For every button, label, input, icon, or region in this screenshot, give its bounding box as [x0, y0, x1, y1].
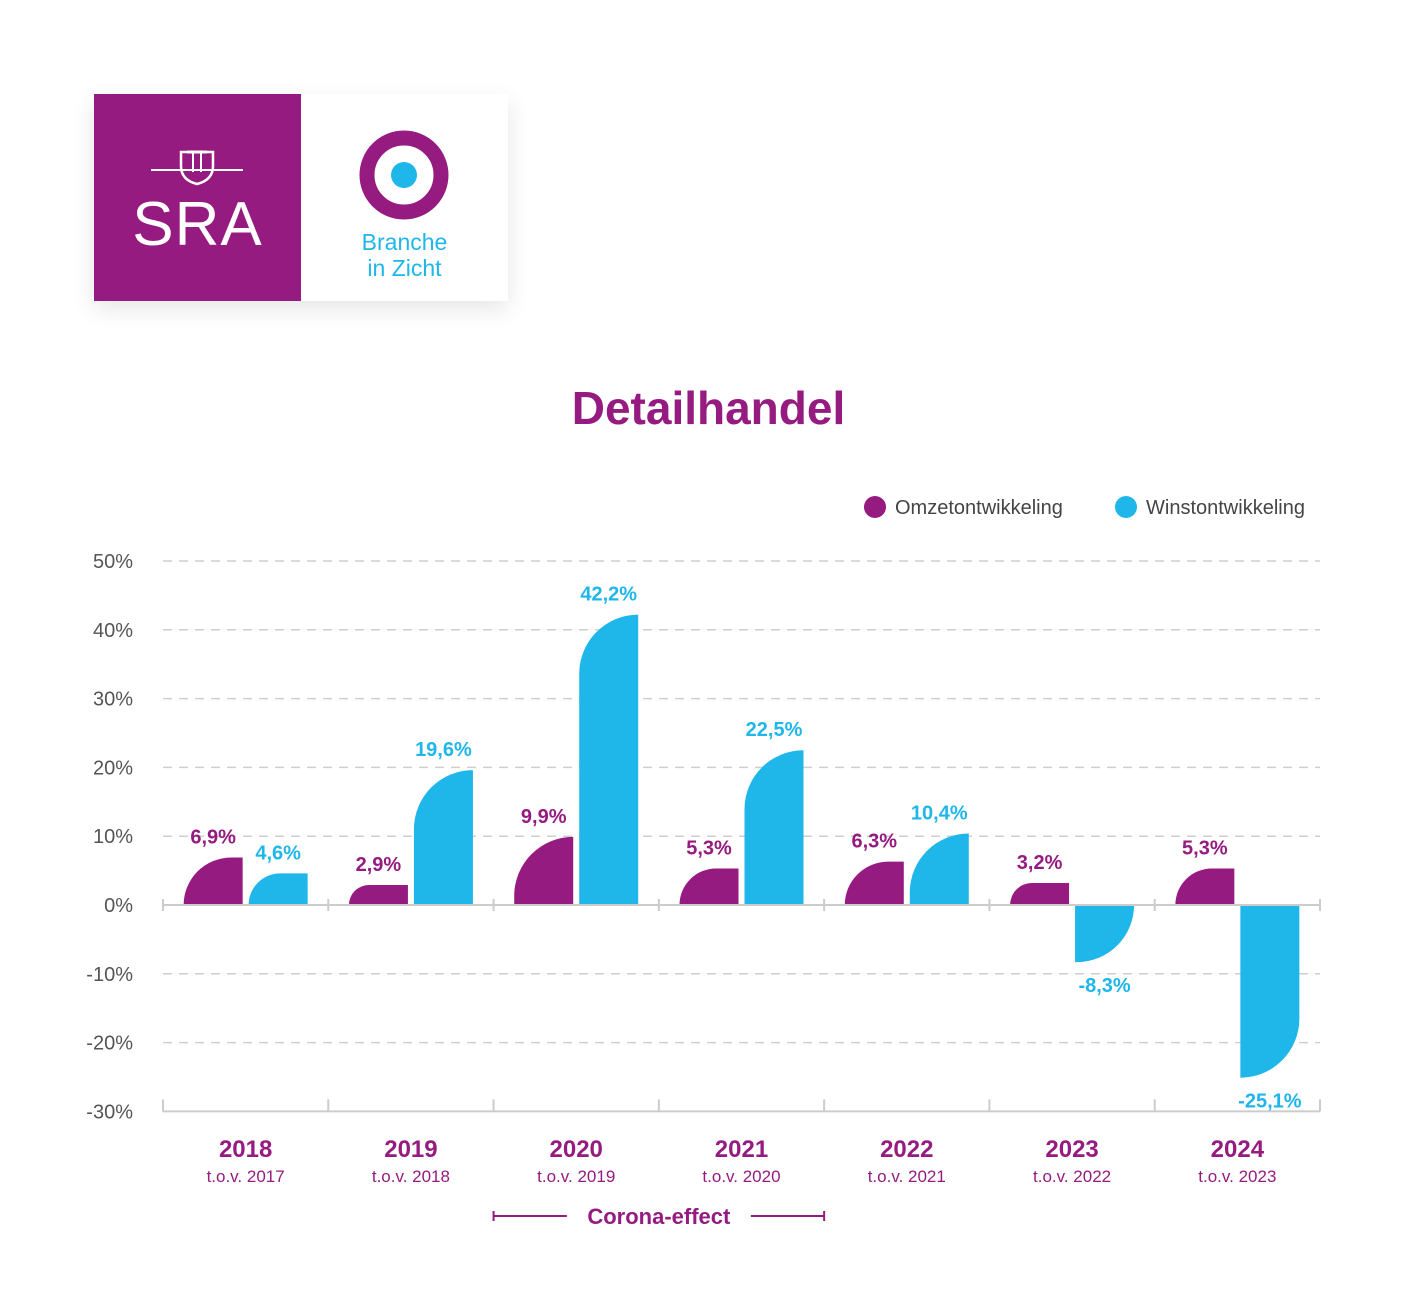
x-category-label: 2024 — [1211, 1136, 1265, 1163]
x-category-label: 2021 — [715, 1136, 768, 1163]
y-tick-label: 30% — [93, 689, 133, 711]
x-category-sublabel: t.o.v. 2023 — [1198, 1167, 1276, 1186]
value-label: 3,2% — [1017, 852, 1063, 874]
legend-swatch — [864, 496, 886, 518]
x-category-label: 2022 — [880, 1136, 933, 1163]
x-category-label: 2019 — [384, 1136, 437, 1163]
y-tick-label: 10% — [93, 826, 133, 848]
x-axis: 2018 t.o.v. 2017 2019 t.o.v. 2018 2020 t.o.v.… — [162, 899, 1321, 1186]
bar-omzetontwikkeling-2023 — [1010, 882, 1070, 905]
bar-omzetontwikkeling-2019 — [348, 885, 408, 905]
value-label: 2,9% — [356, 854, 402, 876]
legend-label: Omzetontwikkeling — [895, 497, 1063, 519]
x-category-sublabel: t.o.v. 2017 — [207, 1167, 285, 1186]
y-tick-label: 40% — [93, 620, 133, 642]
x-category-label: 2018 — [219, 1136, 272, 1163]
logo-card: SRA Branche in Zicht — [94, 94, 508, 301]
y-tick-label: -20% — [86, 1033, 133, 1055]
x-category-sublabel: t.o.v. 2018 — [372, 1167, 450, 1186]
bar-winstontwikkeling-2022 — [909, 833, 969, 905]
y-tick-label: 0% — [104, 895, 133, 917]
x-category-sublabel: t.o.v. 2021 — [868, 1167, 946, 1186]
target-icon — [359, 130, 449, 220]
x-category-label: 2023 — [1045, 1136, 1098, 1163]
bar-winstontwikkeling-2018 — [248, 873, 308, 905]
biz-line-2: in Zicht — [367, 255, 442, 281]
annotation-text: Corona-effect — [587, 1204, 731, 1229]
x-category-sublabel: t.o.v. 2019 — [537, 1167, 615, 1186]
bar-omzetontwikkeling-2024 — [1175, 868, 1235, 905]
value-label: -25,1% — [1238, 1091, 1302, 1113]
value-labels: 6,9% 4,6% 2,9% 19,6% 9,9% 42,2% 5,3% 22,5% 6,3% 1… — [190, 584, 1301, 1113]
legend-swatch — [1115, 496, 1137, 518]
grid-lines — [163, 560, 1320, 1044]
value-label: 5,3% — [686, 838, 732, 860]
value-label: 4,6% — [255, 842, 301, 864]
x-category-sublabel: t.o.v. 2020 — [702, 1167, 780, 1186]
legend: Omzetontwikkeling Winstontwikkeling — [864, 496, 1305, 519]
branche-in-zicht-text: Branche in Zicht — [301, 229, 508, 281]
bar-omzetontwikkeling-2021 — [679, 868, 739, 905]
bar-winstontwikkeling-2019 — [413, 770, 473, 905]
x-category-label: 2020 — [550, 1136, 603, 1163]
chart-title: Detailhandel — [571, 382, 846, 434]
bar-omzetontwikkeling-2022 — [844, 861, 904, 905]
value-label: 6,9% — [190, 827, 236, 849]
x-category-sublabel: t.o.v. 2022 — [1033, 1167, 1111, 1186]
biz-line-1: Branche — [361, 229, 448, 255]
y-axis: 50% 40% 30% 20% 10% 0% -10% -20% -30% — [86, 551, 133, 1123]
bar-winstontwikkeling-2023 — [1075, 905, 1135, 963]
branche-in-zicht-logo: Branche in Zicht — [301, 94, 508, 301]
value-label: 5,3% — [1182, 838, 1228, 860]
y-tick-label: -10% — [86, 964, 133, 986]
sra-logo-text: SRA — [132, 190, 263, 259]
value-label: 22,5% — [746, 719, 803, 741]
value-label: -8,3% — [1078, 975, 1130, 997]
corona-annotation: Corona-effect — [492, 1204, 826, 1229]
value-label: 9,9% — [521, 806, 567, 828]
bar-omzetontwikkeling-2020 — [514, 836, 574, 905]
y-tick-label: -30% — [86, 1101, 133, 1123]
bar-winstontwikkeling-2020 — [579, 614, 639, 905]
bars — [183, 614, 1300, 1078]
value-label: 10,4% — [911, 802, 968, 824]
sra-emblem-icon — [151, 150, 243, 186]
bar-winstontwikkeling-2021 — [744, 750, 804, 905]
bar-omzetontwikkeling-2018 — [183, 857, 243, 905]
y-tick-label: 20% — [93, 757, 133, 779]
legend-label: Winstontwikkeling — [1146, 497, 1305, 519]
sra-logo: SRA — [94, 94, 301, 301]
value-label: 6,3% — [851, 831, 897, 853]
value-label: 19,6% — [415, 739, 472, 761]
value-label: 42,2% — [580, 584, 637, 606]
bar-winstontwikkeling-2024 — [1240, 905, 1300, 1078]
y-tick-label: 50% — [93, 551, 133, 573]
